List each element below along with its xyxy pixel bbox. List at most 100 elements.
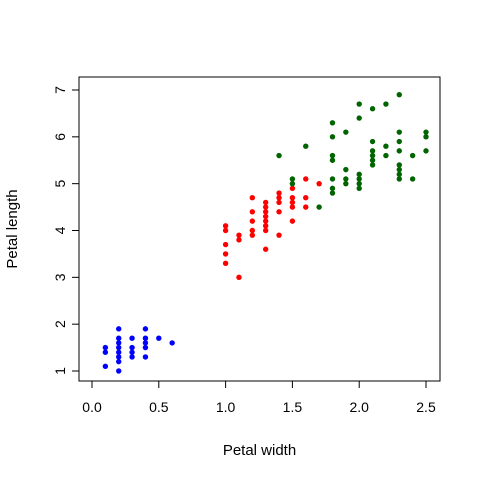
data-point-series-2 bbox=[262, 209, 269, 215]
data-point-series-2 bbox=[249, 232, 256, 238]
data-point-series-3 bbox=[343, 180, 349, 187]
data-point-series-3 bbox=[329, 176, 336, 182]
x-tick-label: 0.0 bbox=[82, 399, 102, 415]
data-point-series-2 bbox=[289, 218, 296, 224]
y-tick-label: 4 bbox=[52, 226, 68, 234]
data-point-series-3 bbox=[329, 157, 336, 163]
data-point-series-1 bbox=[116, 335, 122, 341]
data-point-series-2 bbox=[249, 227, 256, 234]
data-point-series-3 bbox=[343, 176, 349, 182]
x-axis: 0.0 0.5 1.0 1.5 2.0 2.5 bbox=[82, 380, 436, 415]
data-point-series-2 bbox=[249, 209, 256, 215]
data-point-series-3 bbox=[383, 152, 389, 159]
data-point-series-2 bbox=[289, 185, 296, 192]
data-point-series-1 bbox=[142, 340, 149, 346]
data-point-series-1 bbox=[169, 340, 175, 346]
data-point-series-3 bbox=[356, 180, 362, 187]
data-point-series-3 bbox=[383, 143, 389, 149]
data-point-series-2 bbox=[303, 195, 309, 201]
data-point-series-2 bbox=[289, 195, 296, 201]
data-point-series-3 bbox=[383, 101, 389, 107]
data-point-series-1 bbox=[129, 354, 135, 360]
data-point-series-3 bbox=[396, 148, 402, 154]
data-point-series-3 bbox=[329, 190, 336, 196]
data-point-series-3 bbox=[303, 143, 309, 149]
data-point-series-3 bbox=[369, 152, 376, 159]
data-point-series-3 bbox=[396, 166, 402, 173]
data-point-series-3 bbox=[423, 148, 429, 154]
x-tick-label: 1.0 bbox=[216, 399, 236, 415]
data-point-series-2 bbox=[276, 190, 282, 196]
data-point-series-2 bbox=[262, 246, 269, 252]
data-point-series-3 bbox=[356, 171, 362, 177]
data-point-series-3 bbox=[316, 204, 322, 210]
data-point-series-2 bbox=[222, 260, 229, 266]
data-point-series-1 bbox=[129, 344, 135, 351]
data-point-series-2 bbox=[262, 199, 269, 206]
data-point-series-2 bbox=[249, 218, 256, 224]
data-point-series-1 bbox=[129, 335, 135, 341]
y-axis-label: Petal length bbox=[4, 189, 21, 268]
data-point-series-3 bbox=[396, 129, 402, 135]
data-point-series-3 bbox=[369, 106, 376, 112]
data-point-series-2 bbox=[276, 199, 282, 206]
data-point-series-2 bbox=[303, 176, 309, 182]
data-point-series-3 bbox=[396, 162, 402, 168]
x-tick-label: 0.5 bbox=[149, 399, 169, 415]
data-point-series-1 bbox=[116, 349, 122, 355]
x-tick-label: 1.5 bbox=[283, 399, 303, 415]
data-point-series-3 bbox=[396, 138, 402, 145]
data-point-series-2 bbox=[222, 223, 229, 229]
data-point-series-2 bbox=[289, 204, 296, 210]
x-tick-label: 2.5 bbox=[416, 399, 436, 415]
x-axis-label: Petal width bbox=[223, 442, 296, 459]
y-tick-label: 1 bbox=[52, 367, 68, 375]
data-point-series-2 bbox=[262, 227, 269, 234]
data-point-series-2 bbox=[262, 223, 269, 229]
data-point-series-1 bbox=[116, 340, 122, 346]
y-tick-label: 2 bbox=[52, 320, 68, 328]
data-point-series-1 bbox=[142, 335, 149, 341]
data-point-series-1 bbox=[142, 344, 149, 351]
data-point-series-3 bbox=[356, 176, 362, 182]
data-point-series-1 bbox=[156, 335, 162, 341]
data-point-series-2 bbox=[276, 232, 282, 238]
data-point-series-3 bbox=[329, 185, 336, 192]
data-point-series-1 bbox=[116, 344, 122, 351]
data-point-series-2 bbox=[249, 195, 256, 201]
data-point-series-3 bbox=[369, 148, 376, 154]
y-tick-label: 6 bbox=[52, 133, 68, 141]
data-point-series-2 bbox=[236, 274, 242, 281]
data-point-series-3 bbox=[396, 171, 402, 177]
data-point-series-2 bbox=[262, 204, 269, 210]
data-point-series-2 bbox=[276, 195, 282, 201]
data-point-series-3 bbox=[356, 115, 362, 121]
data-point-series-2 bbox=[262, 218, 269, 224]
y-axis: 1 2 3 4 5 6 7 bbox=[52, 86, 80, 375]
data-point-series-1 bbox=[116, 326, 122, 332]
data-point-series-3 bbox=[369, 157, 376, 163]
data-point-series-3 bbox=[329, 152, 336, 159]
data-point-series-2 bbox=[262, 213, 269, 220]
data-point-series-2 bbox=[276, 209, 282, 215]
data-point-series-3 bbox=[329, 120, 336, 126]
plot-box bbox=[78, 76, 441, 382]
data-point-series-3 bbox=[343, 129, 349, 135]
y-tick-label: 3 bbox=[52, 273, 68, 281]
data-point-series-3 bbox=[289, 176, 296, 182]
data-point-series-3 bbox=[356, 185, 362, 192]
data-point-series-2 bbox=[222, 251, 229, 257]
data-point-series-2 bbox=[236, 232, 242, 238]
data-point-series-3 bbox=[423, 129, 429, 135]
data-point-series-3 bbox=[343, 166, 349, 173]
data-point-series-3 bbox=[409, 176, 416, 182]
data-point-series-3 bbox=[423, 134, 429, 140]
data-point-series-3 bbox=[369, 162, 376, 168]
x-tick-label: 2.0 bbox=[349, 399, 369, 415]
data-point-series-1 bbox=[116, 354, 122, 360]
data-point-series-3 bbox=[289, 180, 296, 187]
data-point-series-3 bbox=[276, 152, 282, 159]
data-point-series-1 bbox=[142, 354, 149, 360]
data-point-series-2 bbox=[303, 204, 309, 210]
data-point-series-1 bbox=[116, 358, 122, 365]
